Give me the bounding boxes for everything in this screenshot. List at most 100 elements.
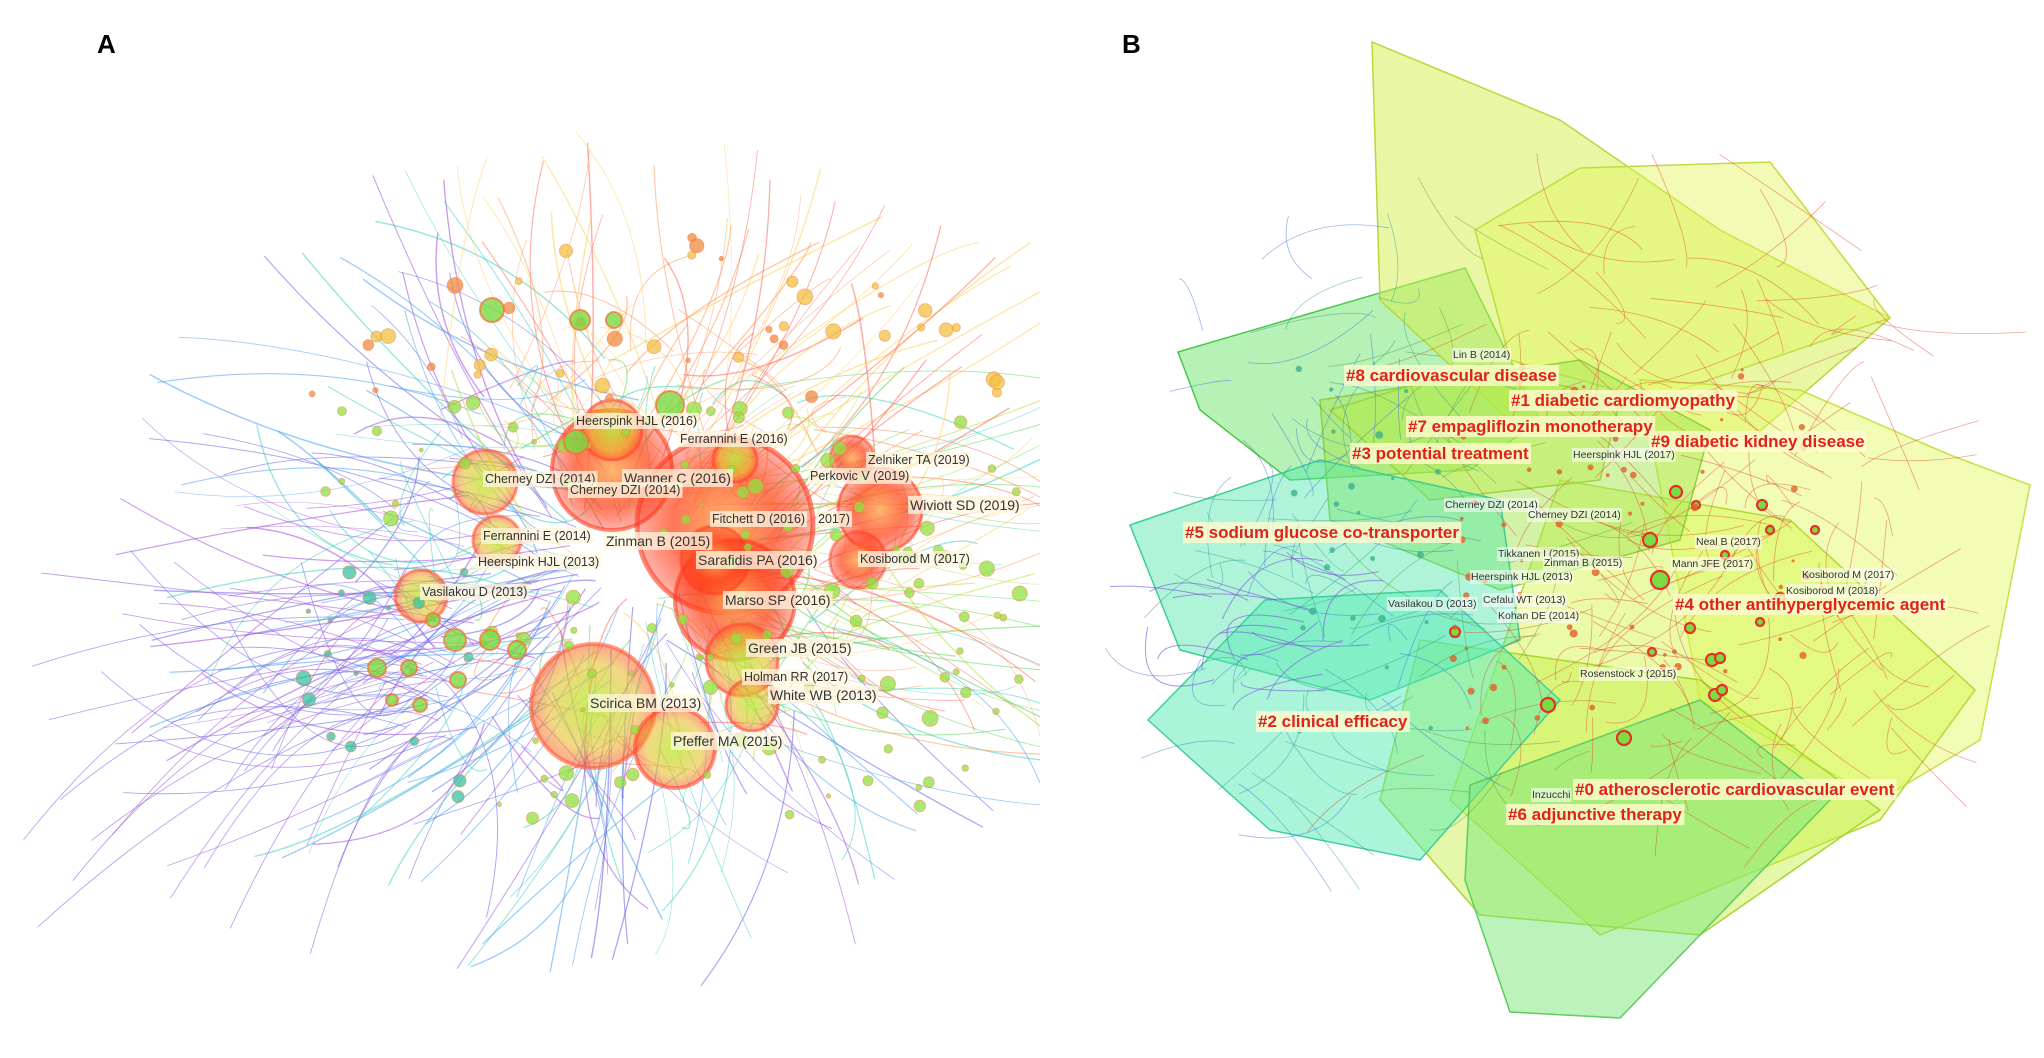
node [1723, 669, 1728, 674]
node [865, 576, 879, 590]
node [1668, 484, 1684, 500]
edge [230, 680, 437, 729]
edge [1419, 635, 1538, 678]
edge [1480, 633, 1541, 716]
node [1375, 431, 1384, 439]
edge [230, 646, 452, 712]
label-background [1673, 594, 1948, 615]
node [1672, 649, 1677, 654]
edge [1757, 279, 1784, 353]
edge [1666, 799, 1750, 849]
edge [196, 668, 430, 713]
edge [1748, 437, 1792, 523]
node [1329, 547, 1335, 553]
node [871, 282, 879, 290]
edge [1730, 288, 1748, 379]
edge [521, 745, 564, 792]
node-label-a-18: Holman RR (2017) [742, 669, 851, 685]
node [743, 543, 752, 552]
node-label-b-15: Inzucchi [1531, 788, 1572, 802]
node [1581, 385, 1586, 389]
edge [1207, 476, 1232, 579]
node [1011, 585, 1028, 602]
node-label-text: Kosiborod M (2018) [1786, 585, 1878, 597]
node-label-a-1: Ferrannini E (2016) [678, 431, 790, 447]
label-background [768, 686, 879, 704]
cluster-label-text: #6 adjunctive therapy [1508, 805, 1682, 824]
edge [1886, 674, 1955, 711]
node [326, 731, 336, 742]
edge [1650, 298, 1784, 319]
edge [306, 679, 388, 846]
node-label-text: Rosenstock J (2015) [1580, 668, 1676, 680]
label-background [1801, 568, 1896, 582]
edge [336, 433, 570, 448]
node [1612, 436, 1619, 442]
edge [395, 558, 455, 654]
node-label-text: Cherney DZI (2014) [1528, 509, 1621, 521]
node [621, 427, 631, 437]
node [555, 368, 565, 378]
node [1754, 616, 1766, 628]
edge [1370, 334, 1376, 445]
node [559, 243, 574, 258]
node [699, 502, 705, 508]
edge [1757, 744, 1796, 759]
node [1014, 674, 1024, 684]
edge [1890, 727, 1967, 808]
edge [366, 361, 540, 517]
node [1403, 388, 1409, 394]
edge [1377, 695, 1402, 711]
edge [711, 380, 788, 405]
node [999, 613, 1008, 622]
node [342, 565, 357, 580]
edge [1809, 328, 1914, 351]
node [1569, 629, 1578, 638]
edge [1169, 380, 1232, 392]
node [1300, 625, 1306, 631]
edge [1768, 668, 1793, 740]
node [961, 764, 969, 772]
node [677, 613, 689, 626]
edge [832, 627, 1041, 784]
node [668, 682, 675, 688]
label-background [746, 639, 854, 657]
cluster-label-4: #3 potential treatment [1350, 443, 1531, 464]
node [412, 596, 425, 610]
edge [100, 671, 398, 756]
node [1384, 665, 1389, 670]
node [479, 297, 505, 323]
edge [197, 637, 449, 722]
edge [849, 508, 1029, 616]
panel-a-nodes [295, 232, 1028, 825]
node-label-text: Sarafidis PA (2016) [698, 552, 818, 568]
edge [1388, 623, 1408, 642]
edge [1630, 475, 1691, 533]
node [1713, 651, 1727, 665]
label-background [1452, 348, 1512, 362]
node-label-text: Perkovic V (2019) [810, 469, 909, 483]
node [915, 784, 923, 791]
edge [1206, 578, 1312, 611]
edge [591, 351, 758, 380]
node-label-text: Heerspink HJL (2016) [576, 414, 697, 428]
node [825, 323, 842, 340]
node-label-text: Vasilakou D (2013) [1388, 598, 1477, 610]
edge [244, 673, 406, 772]
edge [1266, 639, 1344, 700]
node-label-text: Lin B (2014) [1453, 349, 1510, 361]
node-label-a-2: Zelniker TA (2019) [866, 452, 972, 468]
panel-a-cocitation-network: A Heerspink HJL (2016) Ferrannini E (2016… [23, 29, 1041, 987]
edge [1328, 323, 1463, 367]
cluster-label-text: #5 sodium glucose co-transporter [1185, 523, 1459, 542]
node [778, 340, 789, 350]
edge [277, 430, 384, 523]
edge [1661, 733, 1762, 774]
node [1791, 559, 1795, 563]
node [825, 793, 832, 799]
node-label-text: Zelniker TA (2019) [868, 453, 970, 467]
label-background [710, 511, 808, 527]
edge [1766, 474, 1794, 508]
node-label-a-20: White WB (2013) [768, 686, 879, 704]
edge [1498, 220, 1643, 251]
